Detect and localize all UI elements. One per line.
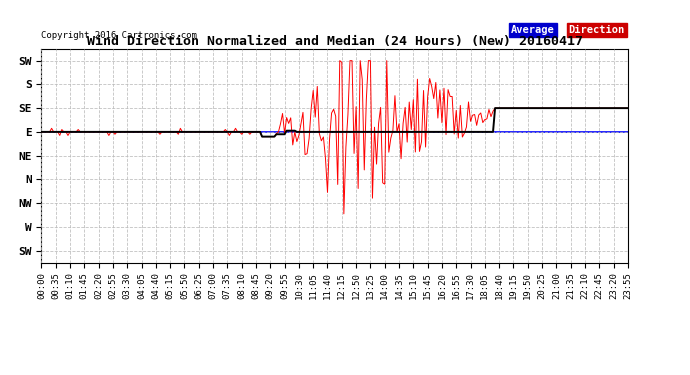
Text: Copyright 2016 Cartronics.com: Copyright 2016 Cartronics.com — [41, 31, 197, 40]
Title: Wind Direction Normalized and Median (24 Hours) (New) 20160417: Wind Direction Normalized and Median (24… — [87, 34, 582, 48]
Text: Average: Average — [511, 25, 555, 35]
Text: Direction: Direction — [569, 25, 625, 35]
